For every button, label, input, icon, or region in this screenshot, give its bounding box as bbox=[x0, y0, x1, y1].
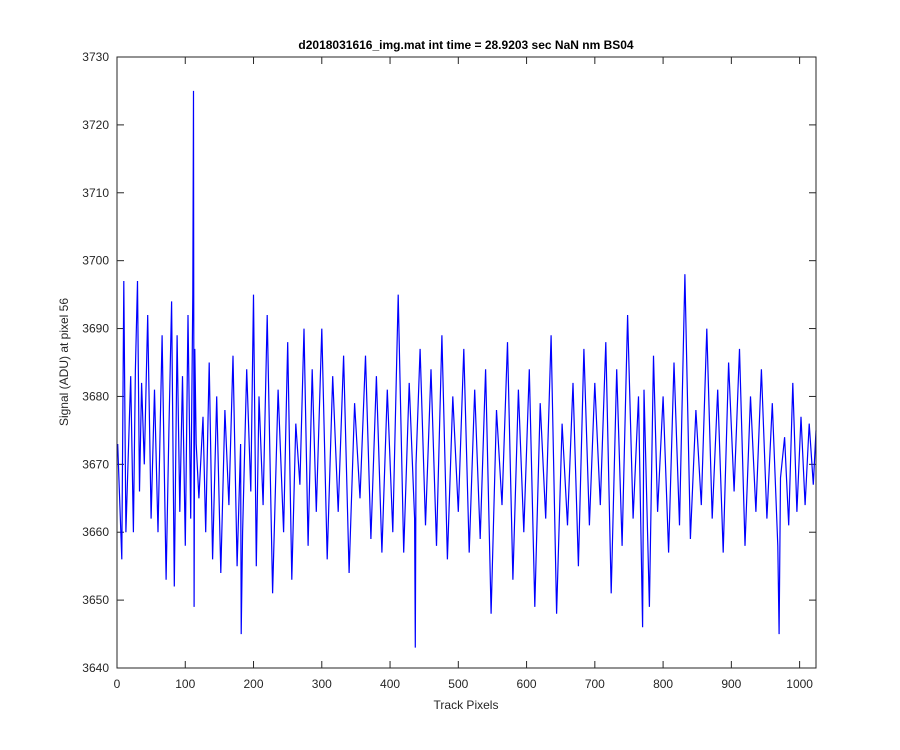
axes-box bbox=[116, 56, 817, 669]
y-tick-label: 3720 bbox=[82, 118, 109, 132]
y-axis-label: Signal (ADU) at pixel 56 bbox=[57, 298, 71, 426]
y-tick-label: 3640 bbox=[82, 661, 109, 675]
x-tick-label: 300 bbox=[312, 677, 332, 691]
y-tick-label: 3650 bbox=[82, 593, 109, 607]
x-tick-label: 1000 bbox=[786, 677, 813, 691]
plot-area bbox=[117, 57, 816, 668]
x-tick-label: 700 bbox=[585, 677, 605, 691]
x-tick-label: 100 bbox=[175, 677, 195, 691]
y-axis-tick-labels: 3640 3650 3660 3670 3680 3690 3700 3710 3720 3730 bbox=[82, 50, 109, 675]
x-tick-label: 800 bbox=[653, 677, 673, 691]
y-tick-label: 3700 bbox=[82, 254, 109, 268]
x-axis-label: Track Pixels bbox=[434, 698, 499, 712]
chart-title: d2018031616_img.mat int time = 28.9203 s… bbox=[298, 38, 634, 52]
y-tick-label: 3660 bbox=[82, 525, 109, 539]
series-line bbox=[117, 90, 817, 648]
x-tick-label: 200 bbox=[244, 677, 264, 691]
y-tick-label: 3730 bbox=[82, 50, 109, 64]
x-tick-label: 600 bbox=[517, 677, 537, 691]
y-tick-label: 3710 bbox=[82, 186, 109, 200]
x-tick-label: 400 bbox=[380, 677, 400, 691]
y-tick-label: 3690 bbox=[82, 322, 109, 336]
x-tick-label: 0 bbox=[114, 677, 121, 691]
x-axis-tick-labels: 0 100 200 300 400 500 600 700 800 900 1000 bbox=[114, 677, 814, 691]
y-tick-label: 3680 bbox=[82, 389, 109, 403]
y-tick-label: 3670 bbox=[82, 457, 109, 471]
x-axis-ticks bbox=[116, 57, 801, 668]
x-tick-label: 900 bbox=[721, 677, 741, 691]
x-tick-label: 500 bbox=[448, 677, 468, 691]
